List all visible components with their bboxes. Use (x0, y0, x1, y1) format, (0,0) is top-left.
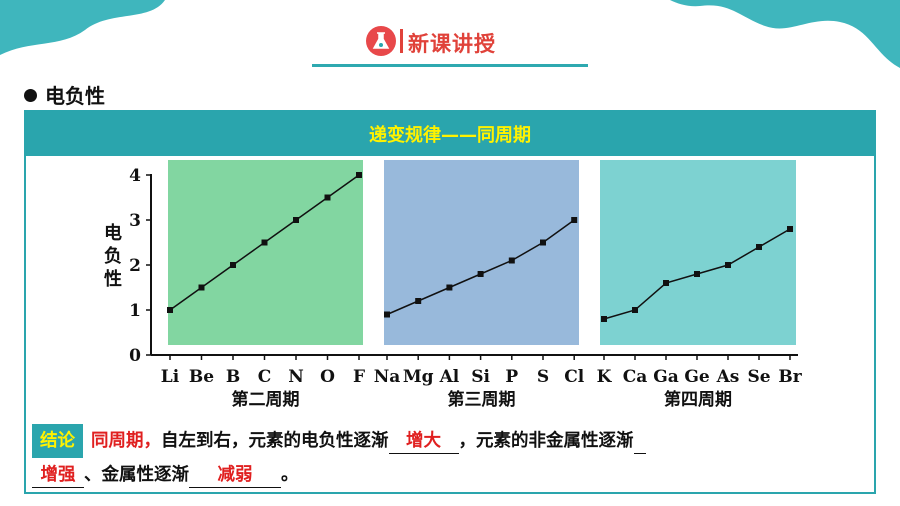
top-right-wave-decoration (670, 0, 900, 68)
period-label: 第二周期 (232, 389, 300, 410)
blank-underline-tail (633, 429, 646, 454)
period-panel-bg (600, 160, 796, 345)
x-tick-label: Mg (403, 367, 434, 387)
data-point (167, 307, 173, 313)
x-tick-label: Li (161, 367, 180, 387)
conclusion-text-2: ，元素的非金属性逐渐 (458, 431, 634, 451)
panel-title-band: 递变规律——同周期 (26, 112, 874, 156)
x-tick-label: K (597, 367, 613, 387)
answer-blank-1: 增大 (388, 429, 459, 454)
answer-blank-2: 增强 (32, 463, 84, 488)
x-tick-label: Br (778, 367, 802, 387)
conclusion-text-1: 自左到右，元素的电负性逐渐 (161, 431, 389, 451)
data-point (198, 284, 205, 291)
data-point (293, 217, 299, 223)
header-divider (400, 29, 403, 53)
period-label: 第三周期 (448, 389, 516, 410)
section-title-text: 电负性 (45, 84, 105, 108)
period-panel-bg (168, 160, 363, 345)
x-tick-label: Se (747, 367, 770, 387)
data-point (663, 280, 669, 286)
data-point (261, 239, 268, 246)
data-point (756, 244, 762, 250)
x-tick-label: Na (374, 367, 401, 387)
x-tick-label: S (537, 367, 549, 387)
data-point (415, 298, 422, 304)
data-point (508, 257, 515, 264)
x-tick-label: Al (439, 367, 460, 387)
y-tick-label: 3 (129, 211, 141, 231)
electronegativity-chart: 0 1 2 3 4 Li Be B C N O F 第二周期 Na Mg Al Si P S Cl 第三周期 K Ca Ga G… (129, 160, 803, 410)
y-axis-label: 电负性 (104, 223, 122, 290)
data-point (787, 226, 793, 232)
header-underline (312, 64, 588, 67)
top-left-wave-decoration (0, 0, 165, 55)
header-title: 新课讲授 (408, 32, 496, 56)
y-tick-label: 0 (129, 346, 141, 366)
data-point (694, 271, 700, 277)
period-label: 第四周期 (664, 389, 732, 410)
bullet-dot-icon (24, 89, 37, 102)
panel-title: 递变规律——同周期 (369, 125, 531, 146)
data-point (540, 239, 546, 246)
y-tick-label: 1 (129, 301, 141, 321)
y-tick-label: 4 (129, 166, 141, 186)
data-point (384, 311, 390, 318)
x-tick-label: O (320, 367, 335, 387)
data-point (477, 271, 484, 277)
x-tick-label: B (226, 367, 240, 387)
x-tick-label: Si (471, 367, 490, 387)
data-point (446, 284, 453, 291)
y-tick-label: 2 (129, 256, 141, 276)
conclusion-end: 。 (281, 465, 299, 485)
data-point (356, 172, 362, 178)
content-panel: 递变规律——同周期 0 1 2 3 4 Li Be B C N O F 第二周期 Na Mg Al Si P S Cl… (24, 110, 876, 494)
data-point (230, 262, 236, 268)
x-tick-label: Ca (623, 367, 648, 387)
x-tick-label: P (505, 367, 518, 387)
data-point (632, 307, 638, 313)
data-point (601, 316, 607, 322)
conclusion-lead: 同周期， (91, 431, 161, 451)
x-tick-label: As (716, 367, 740, 387)
x-tick-label: Ge (684, 367, 710, 387)
data-point (725, 262, 731, 268)
answer-blank-3: 减弱 (189, 463, 281, 488)
x-tick-label: C (258, 367, 272, 387)
x-tick-label: Ga (653, 367, 679, 387)
conclusion-text-3: 、金属性逐渐 (84, 465, 189, 485)
data-point (324, 194, 331, 201)
x-tick-label: N (288, 367, 304, 387)
section-title: 电负性 (24, 80, 105, 109)
period-panel-bg (384, 160, 579, 345)
data-point (571, 217, 578, 223)
conclusion-text: 结论 同周期，自左到右，元素的电负性逐渐 增大 ，元素的非金属性逐渐 增强 、金属性逐渐… (32, 424, 872, 492)
x-tick-label: Cl (564, 367, 585, 387)
x-tick-label: F (353, 367, 365, 387)
x-tick-label: Be (189, 367, 214, 387)
conclusion-tag: 结论 (32, 424, 83, 458)
lab-flask-icon (366, 26, 396, 56)
